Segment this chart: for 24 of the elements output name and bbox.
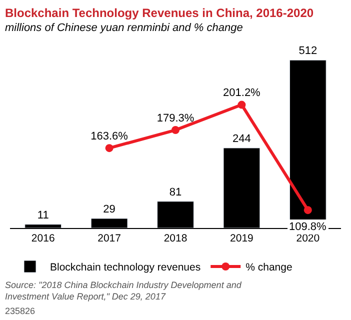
data-label: 179.3% <box>156 112 194 124</box>
legend-label: Blockchain technology revenues <box>50 262 201 274</box>
x-tick-label: 2018 <box>164 232 188 245</box>
data-label: 29 <box>103 203 116 216</box>
x-tick-label: 2020 <box>296 232 320 245</box>
data-label: 201.2% <box>223 87 261 100</box>
x-tick-label: 2017 <box>98 232 122 245</box>
point <box>238 100 246 109</box>
data-label: 109.8% <box>289 221 327 233</box>
data-label: 244 <box>232 132 251 145</box>
x-tick-label: 2016 <box>31 232 55 245</box>
point <box>105 144 114 152</box>
source-note: Source: "2018 China Blockchain Industry Development and Investment Value Report," Dec 29, 2017 <box>5 280 242 302</box>
data-label: 512 <box>298 45 318 58</box>
x-tick-label: 2019 <box>230 232 254 245</box>
data-label: 81 <box>169 186 182 198</box>
chart-subtitle: millions of Chinese yuan renminbi and % change <box>5 22 243 34</box>
legend-label: % change <box>246 262 292 274</box>
data-label: 163.6% <box>90 130 128 142</box>
text: 235826 <box>5 306 36 316</box>
data-label: 11 <box>37 209 49 222</box>
point <box>172 126 180 134</box>
chart-title: Blockchain Technology Revenues in China, 2016-2020 <box>5 6 314 20</box>
point <box>304 206 312 214</box>
